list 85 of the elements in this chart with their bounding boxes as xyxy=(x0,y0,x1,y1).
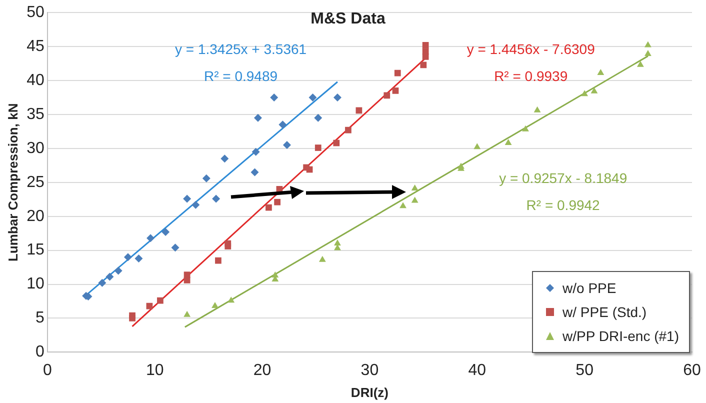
point xyxy=(157,297,164,304)
point xyxy=(184,310,191,317)
point xyxy=(252,148,260,156)
point xyxy=(581,90,588,96)
legend-label: w/o PPE xyxy=(562,280,616,296)
point xyxy=(644,50,652,56)
point xyxy=(250,168,259,176)
point xyxy=(106,272,114,281)
point xyxy=(124,253,132,262)
point xyxy=(314,114,322,122)
point xyxy=(597,69,604,76)
point xyxy=(522,125,529,132)
point xyxy=(504,139,512,146)
point xyxy=(334,240,341,246)
point xyxy=(171,244,180,252)
point xyxy=(318,256,326,262)
x-tick-label: 50 xyxy=(576,362,594,380)
chart-title: M&S Data xyxy=(310,10,386,28)
point xyxy=(270,94,278,102)
y-tick-label: 45 xyxy=(26,38,44,55)
point xyxy=(422,54,429,60)
annotation: R² = 0.9939 xyxy=(494,68,568,84)
point xyxy=(202,174,210,182)
point xyxy=(162,228,170,236)
x-tick-label: 20 xyxy=(253,362,272,380)
point xyxy=(420,62,427,68)
point xyxy=(345,126,352,134)
x-axis-title: DRI(z) xyxy=(350,384,388,400)
x-tick-label: 10 xyxy=(146,362,164,380)
point xyxy=(384,92,390,99)
point xyxy=(114,266,122,275)
x-tick-label: 30 xyxy=(360,362,379,380)
point xyxy=(146,234,155,242)
point xyxy=(636,60,644,67)
legend-label: w/PP DRI-enc (#1) xyxy=(562,328,679,344)
point xyxy=(266,204,272,211)
x-tick-label: 40 xyxy=(468,362,486,380)
point xyxy=(212,194,220,203)
point xyxy=(183,194,192,203)
point xyxy=(590,87,598,94)
point xyxy=(411,196,418,203)
point xyxy=(215,257,222,264)
annotation: y = 1.3425x + 3.5361 xyxy=(174,40,307,57)
point xyxy=(356,107,362,114)
point xyxy=(644,41,652,48)
x-tick-label: 60 xyxy=(683,362,701,380)
point xyxy=(278,120,287,129)
annotation: R² = 0.9942 xyxy=(526,197,600,214)
y-tick-label: 30 xyxy=(26,140,44,157)
point xyxy=(282,141,291,150)
y-tick-label: 5 xyxy=(35,310,44,327)
point xyxy=(392,88,399,94)
point xyxy=(134,254,143,262)
point xyxy=(411,184,418,191)
annotation: R² = 0.9489 xyxy=(204,68,278,84)
point xyxy=(474,143,481,150)
y-axis-title: Lumbar Compression, kN xyxy=(5,103,20,262)
point xyxy=(220,154,229,163)
point xyxy=(129,315,136,322)
point xyxy=(333,94,342,102)
point xyxy=(228,296,235,303)
point xyxy=(212,302,218,308)
y-tick-label: 10 xyxy=(26,276,44,293)
point xyxy=(192,200,200,209)
y-tick-label: 50 xyxy=(26,4,44,22)
annotation: y = 0.9257x - 8.1849 xyxy=(499,170,628,186)
point xyxy=(224,240,232,247)
point xyxy=(394,70,401,76)
point xyxy=(314,144,322,151)
y-tick-label: 15 xyxy=(26,242,44,259)
point xyxy=(98,278,106,287)
point xyxy=(333,140,340,146)
annotation: y = 1.4456x - 7.6309 xyxy=(466,40,596,57)
point xyxy=(274,198,280,206)
y-tick-label: 25 xyxy=(26,174,44,191)
y-tick-label: 40 xyxy=(26,72,44,89)
y-tick-label: 20 xyxy=(26,208,44,225)
point xyxy=(400,202,406,208)
point xyxy=(534,106,541,112)
y-tick-label: 0 xyxy=(35,344,44,361)
y-tick-label: 35 xyxy=(26,106,44,123)
point xyxy=(254,114,262,122)
legend-label: w/ PPE (Std.) xyxy=(562,304,647,320)
point xyxy=(184,277,190,284)
point xyxy=(308,94,317,102)
